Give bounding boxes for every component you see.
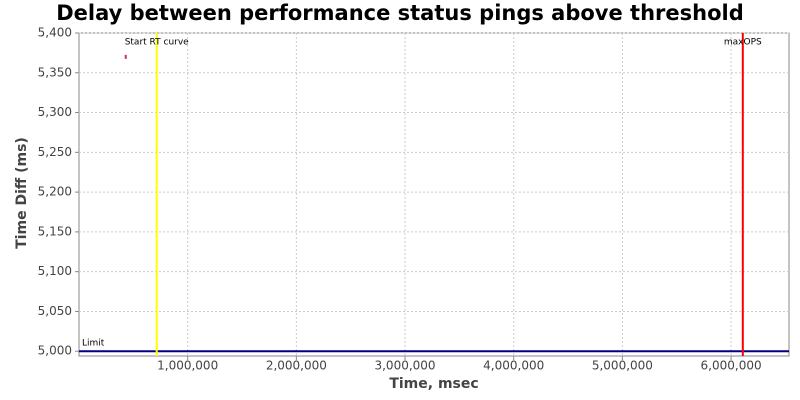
y-tick-label: 5,300 xyxy=(38,105,72,119)
y-tick-label: 5,250 xyxy=(38,145,72,159)
y-tick-label: 5,100 xyxy=(38,264,72,278)
x-tick-label: 5,000,000 xyxy=(592,359,653,373)
point xyxy=(124,54,127,59)
x-tick-label: 4,000,000 xyxy=(483,359,544,373)
marker-label: Start RT curve xyxy=(125,38,189,48)
x-tick-label: 3,000,000 xyxy=(374,359,435,373)
marker-label: maxOPS xyxy=(724,38,762,48)
x-tick-label: 2,000,000 xyxy=(266,359,327,373)
marker-label: Limit xyxy=(82,339,105,349)
chart-title: Delay between performance status pings a… xyxy=(56,1,744,25)
x-tick-label: 6,000,000 xyxy=(701,359,762,373)
y-tick-label: 5,000 xyxy=(38,344,72,358)
y-tick-label: 5,150 xyxy=(38,224,72,238)
y-tick-label: 5,050 xyxy=(38,304,72,318)
y-tick-label: 5,400 xyxy=(38,26,72,40)
x-tick-label: 1,000,000 xyxy=(157,359,218,373)
y-tick-label: 5,350 xyxy=(38,65,72,79)
y-tick-label: 5,200 xyxy=(38,185,72,199)
y-axis-label: Time Diff (ms) xyxy=(14,137,30,249)
plot-area xyxy=(78,32,790,357)
x-axis-label: Time, msec xyxy=(389,376,478,392)
